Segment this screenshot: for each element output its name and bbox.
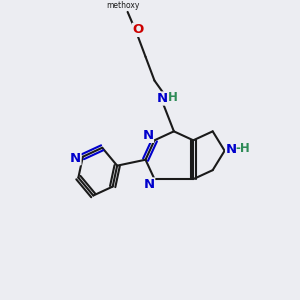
Text: H: H	[167, 92, 177, 104]
Text: methoxy: methoxy	[106, 1, 140, 10]
Text: N: N	[156, 92, 167, 105]
Text: N: N	[70, 152, 81, 165]
Text: N: N	[143, 178, 155, 191]
Text: N: N	[226, 143, 237, 156]
Text: -H: -H	[236, 142, 250, 155]
Text: N: N	[142, 129, 154, 142]
Text: O: O	[132, 23, 144, 36]
